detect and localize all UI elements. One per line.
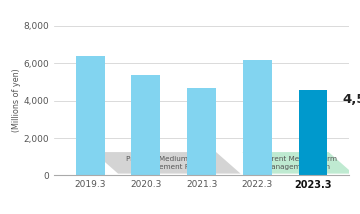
Polygon shape (242, 152, 353, 174)
Text: Previous Medium-Term
Management Plan: Previous Medium-Term Management Plan (126, 156, 208, 170)
Text: Current Medium-Term
Management Plan: Current Medium-Term Management Plan (259, 156, 337, 170)
Text: 4,584: 4,584 (342, 93, 360, 106)
Y-axis label: (Millions of yen): (Millions of yen) (12, 69, 21, 132)
Bar (131, 75, 161, 175)
Bar (243, 60, 272, 175)
Bar (76, 56, 105, 175)
Bar (187, 88, 216, 175)
Bar (298, 90, 328, 175)
Polygon shape (94, 152, 240, 174)
